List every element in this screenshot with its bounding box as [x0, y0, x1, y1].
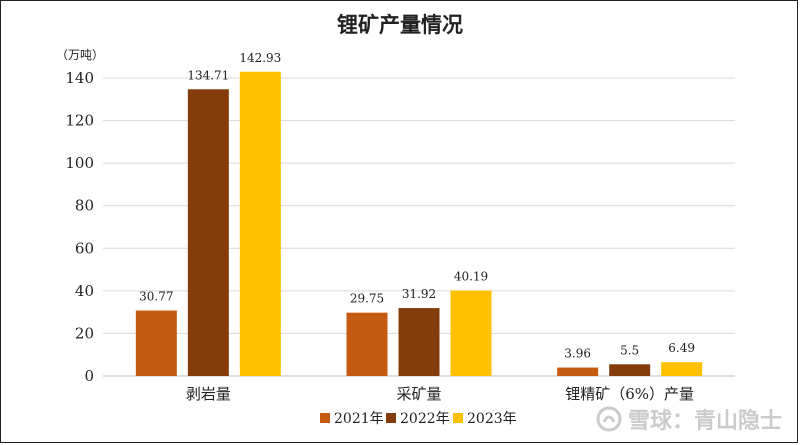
bar [609, 364, 651, 376]
watermark-text: 雪球：青山隐士 [627, 409, 782, 434]
x-tick-label: 采矿量 [396, 385, 441, 403]
watermark: 雪球：青山隐士 [596, 403, 782, 435]
legend-swatch [386, 413, 396, 423]
data-label: 29.75 [350, 292, 384, 306]
y-tick-label: 0 [84, 367, 94, 385]
data-label: 40.19 [454, 269, 488, 283]
bar [346, 312, 388, 376]
legend-label: 2023年 [467, 411, 517, 427]
bar [239, 71, 281, 377]
data-label: 3.96 [564, 347, 591, 361]
xueqiu-logo-icon [596, 406, 622, 432]
bar [135, 310, 177, 376]
y-tick-label: 140 [65, 69, 94, 87]
data-label: 5.5 [620, 343, 639, 357]
y-tick-label: 40 [75, 282, 94, 300]
y-axis-unit-label: （万吨） [56, 48, 104, 62]
bar [398, 308, 440, 376]
x-tick-label: 剥岩量 [186, 385, 231, 403]
bar [661, 362, 703, 376]
legend-swatch [453, 413, 463, 423]
data-label: 30.77 [139, 290, 173, 304]
legend-swatch [320, 413, 330, 423]
bar [557, 367, 599, 376]
y-tick-label: 20 [75, 324, 94, 342]
y-tick-label: 120 [65, 112, 94, 130]
data-label: 134.71 [187, 68, 229, 82]
legend-label: 2021年 [334, 411, 384, 427]
y-tick-label: 100 [65, 154, 94, 172]
data-label: 31.92 [402, 287, 436, 301]
data-label: 6.49 [668, 341, 695, 355]
bar [187, 89, 229, 377]
bar [450, 290, 492, 376]
x-tick-label: 锂精矿（6%）产量 [565, 385, 694, 403]
y-tick-label: 80 [75, 197, 94, 215]
data-label: 142.93 [239, 51, 281, 65]
y-tick-label: 60 [75, 239, 94, 257]
legend-label: 2022年 [400, 411, 450, 427]
chart-title: 锂矿产量情况 [337, 12, 463, 37]
